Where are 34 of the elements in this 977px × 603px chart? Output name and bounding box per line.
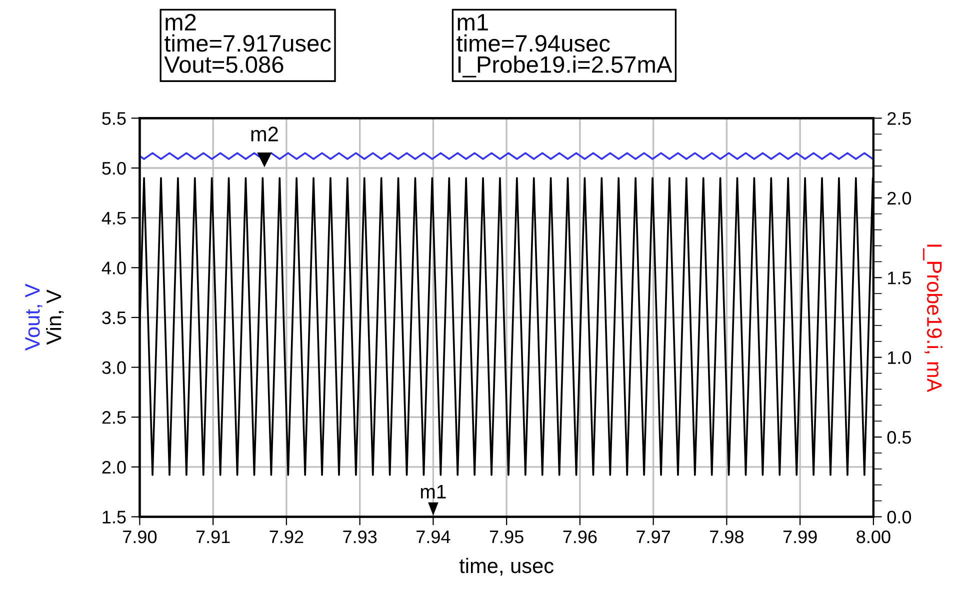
x-tick-label: 7.95 [490, 530, 524, 544]
x-tick-label: 7.94 [416, 530, 450, 544]
x-tick-label: 7.92 [270, 530, 304, 544]
y-tick-label: 3.0 [102, 361, 126, 374]
y-tick-label: 2.0 [102, 460, 126, 474]
y2-tick-label: 0.0 [887, 510, 912, 524]
annotation: m2 [251, 126, 278, 142]
y2-tick-label: 0.5 [887, 430, 911, 444]
x-axis-title: time, usec [459, 558, 554, 576]
x-tick-label: 8.00 [856, 530, 890, 544]
y-tick-label: 5.5 [102, 112, 126, 125]
y-tick-label: 1.5 [102, 510, 126, 524]
y2-tick-label: 1.5 [888, 272, 911, 284]
y2-axis-title: I_Probe19.i, mA [923, 244, 942, 392]
y-tick-label: 4.0 [102, 262, 126, 274]
x-tick-label: 7.91 [196, 530, 230, 544]
annotation: m1 [420, 485, 446, 498]
x-tick-label: 7.99 [783, 530, 817, 544]
y-tick-label: 2.5 [102, 411, 126, 424]
y2-tick-label: 1.0 [888, 351, 912, 364]
y-tick-label: 5.0 [102, 162, 126, 175]
y2-tick-label: 2.0 [888, 192, 912, 205]
text: Vout, V [25, 284, 42, 351]
y-axis-title: Vin, V [46, 290, 64, 345]
y-tick-label: 4.5 [102, 212, 126, 225]
x-tick-label: 7.96 [563, 530, 597, 544]
x-tick-label: 7.93 [343, 530, 377, 544]
x-tick-label: 7.98 [710, 530, 744, 544]
y-tick-label: 3.5 [102, 311, 126, 324]
text: m2 time=7.917usec Vout=5.086 [164, 14, 331, 73]
x-tick-label: 7.90 [123, 530, 157, 544]
text: m1 time=7.94usec I_Probe19.i=2.57mA [456, 14, 672, 78]
x-tick-label: 7.97 [636, 530, 670, 544]
y2-tick-label: 2.5 [888, 112, 911, 125]
